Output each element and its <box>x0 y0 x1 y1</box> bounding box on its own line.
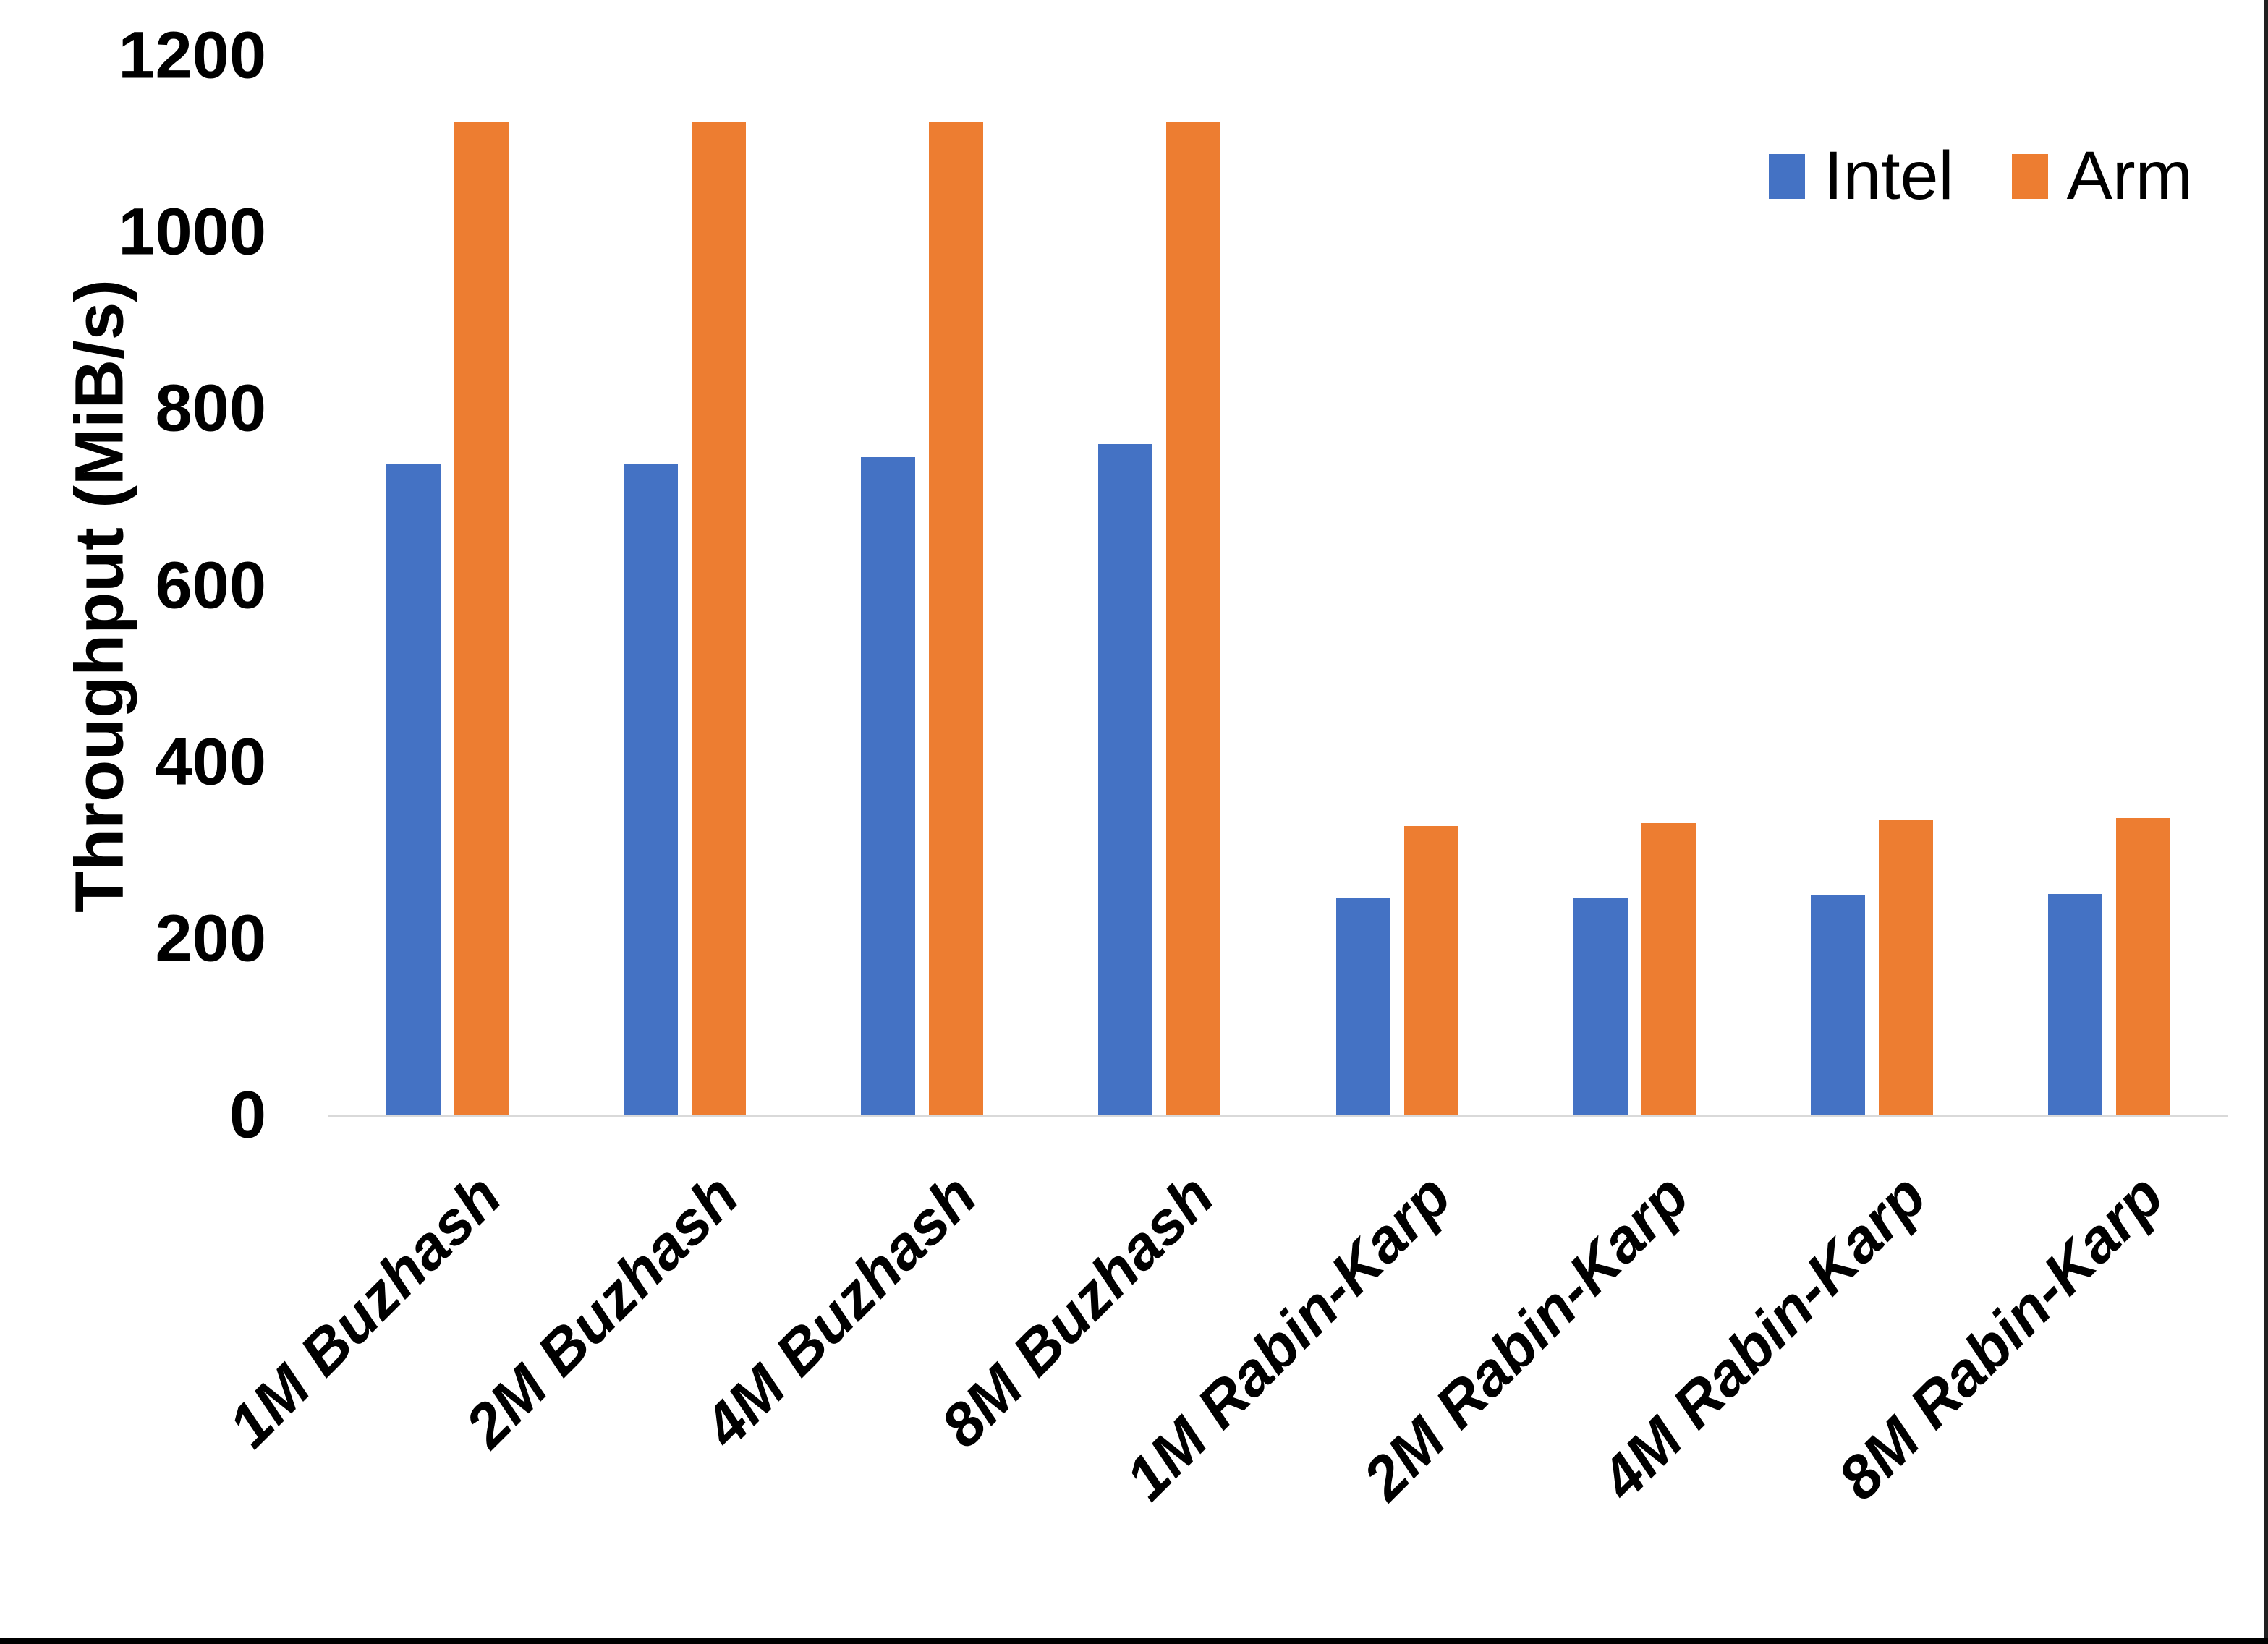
y-tick-1000: 1000 <box>118 195 266 269</box>
legend: Intel Arm <box>1769 142 2193 210</box>
bar-arm-2m-rabin-karp <box>1641 822 1696 1115</box>
y-tick-1200: 1200 <box>118 18 266 93</box>
bar-intel-2m-rabin-karp <box>1573 898 1628 1115</box>
legend-item-intel: Intel <box>1769 142 1954 210</box>
y-tick-0: 0 <box>229 1078 266 1152</box>
legend-item-arm: Arm <box>2011 137 2193 214</box>
bar-arm-8m-rabin-karp <box>2116 817 2171 1115</box>
arm-series-swatch <box>2011 153 2048 199</box>
intel-series-swatch <box>1769 153 1805 199</box>
window-right-edge <box>2264 0 2268 1644</box>
bar-intel-8m-rabin-karp <box>2048 893 2103 1115</box>
bar-intel-4m-buzhash <box>861 457 916 1115</box>
bar-intel-8m-buzhash <box>1098 444 1153 1115</box>
bar-arm-4m-buzhash <box>929 122 984 1115</box>
x-axis-line <box>328 1115 2228 1117</box>
y-axis-title: Throughput (MiB/s) <box>61 279 138 913</box>
bar-intel-2m-buzhash <box>623 464 678 1115</box>
y-tick-400: 400 <box>155 725 267 799</box>
bar-arm-1m-rabin-karp <box>1403 825 1458 1115</box>
y-tick-600: 600 <box>155 548 267 622</box>
y-tick-200: 200 <box>155 901 267 976</box>
bar-intel-1m-buzhash <box>386 464 441 1115</box>
y-tick-800: 800 <box>155 371 267 446</box>
window-bottom-edge <box>0 1638 2268 1644</box>
bar-intel-4m-rabin-karp <box>1811 894 1866 1115</box>
bar-arm-4m-rabin-karp <box>1879 820 1934 1115</box>
legend-label-intel: Intel <box>1824 137 1954 214</box>
bar-arm-2m-buzhash <box>691 122 746 1115</box>
legend-label-arm: Arm <box>2066 137 2193 214</box>
bar-arm-1m-buzhash <box>454 122 509 1115</box>
bar-arm-8m-buzhash <box>1166 122 1221 1115</box>
bar-intel-1m-rabin-karp <box>1335 898 1390 1115</box>
